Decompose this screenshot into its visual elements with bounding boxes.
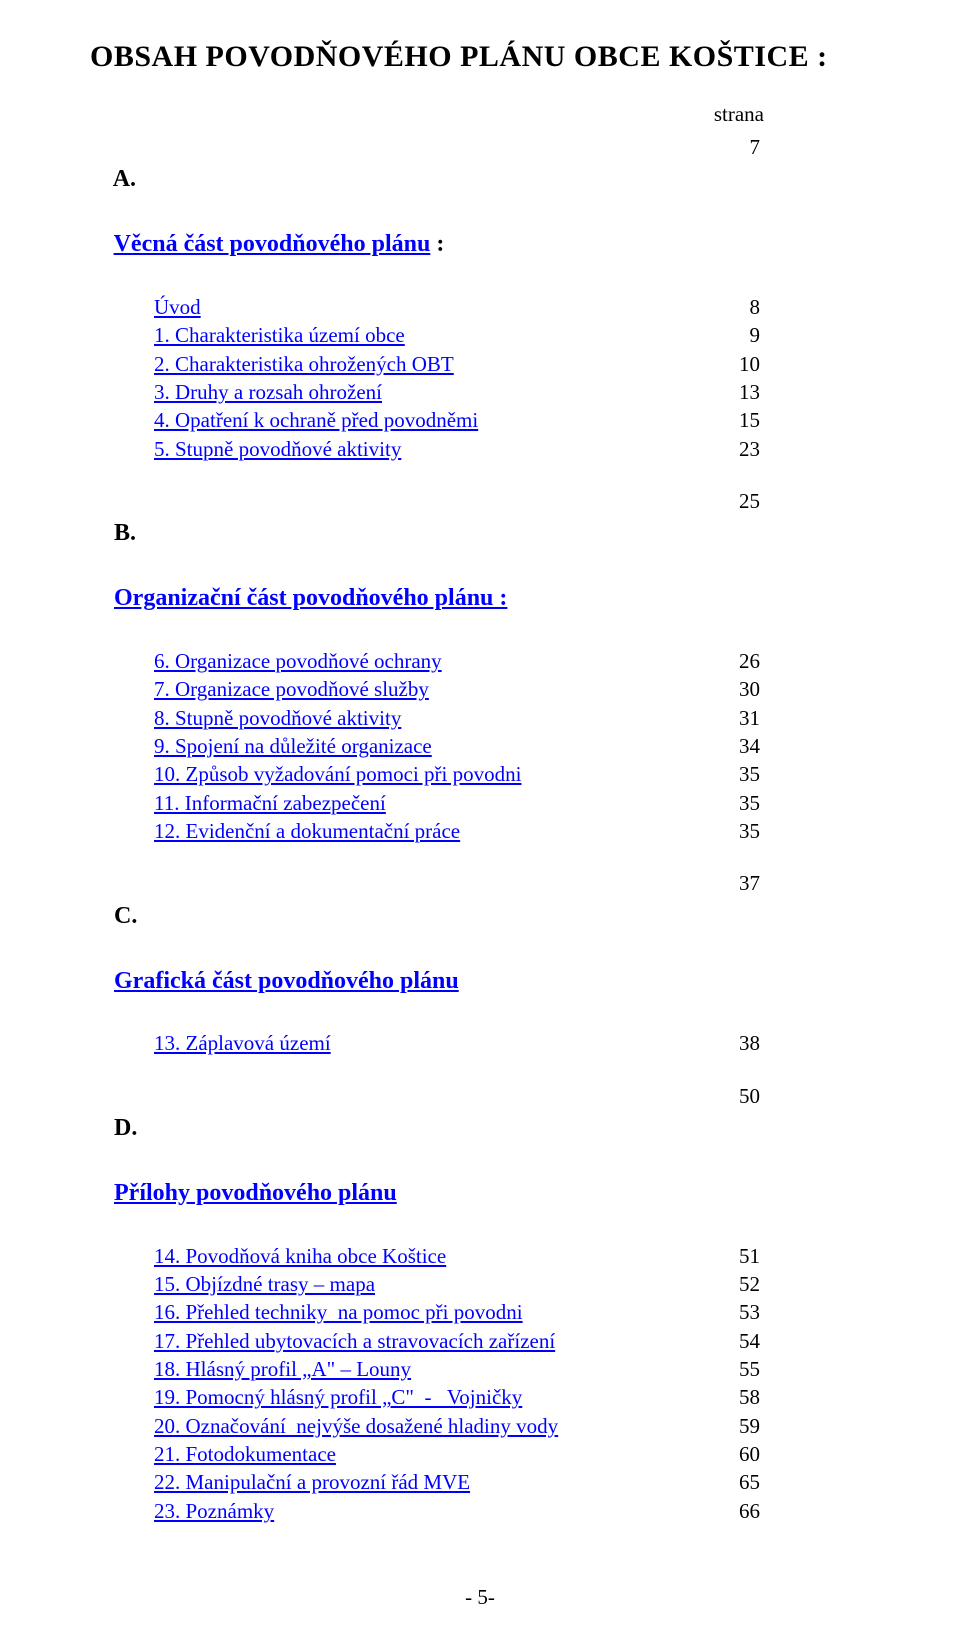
toc-item-page: 52: [720, 1270, 870, 1298]
toc-item-link[interactable]: 10. Způsob vyžadování pomoci při povodni: [154, 762, 521, 786]
section-b-letter: B.: [114, 520, 136, 546]
toc-item-link[interactable]: 13. Záplavová území: [154, 1031, 331, 1055]
toc-item: 16. Přehled techniky na pomoc při povodn…: [90, 1298, 870, 1326]
toc-item: 13. Záplavová území 38: [90, 1029, 870, 1057]
section-d-link[interactable]: Přílohy povodňového plánu: [114, 1180, 397, 1206]
toc-item-page: 26: [720, 647, 870, 675]
toc-item-page: 15: [720, 406, 870, 434]
toc-item-link[interactable]: 20. Označování nejvýše dosažené hladiny …: [154, 1414, 558, 1438]
toc-item-link[interactable]: 22. Manipulační a provozní řád MVE: [154, 1470, 470, 1494]
section-c-letter: C.: [114, 903, 137, 929]
toc-item-page: 54: [720, 1327, 870, 1355]
section-b-link[interactable]: Organizační část povodňového plánu :: [114, 585, 507, 611]
section-d-heading: D. Přílohy povodňového plánu 50: [90, 1080, 870, 1242]
toc-item: 21. Fotodokumentace 60: [90, 1440, 870, 1468]
toc-item-link[interactable]: 11. Informační zabezpečení: [154, 791, 386, 815]
toc-item-link[interactable]: 5. Stupně povodňové aktivity: [154, 437, 401, 461]
toc-item: 19. Pomocný hlásný profil „C" - Vojničky…: [90, 1383, 870, 1411]
toc-item-page: 59: [720, 1412, 870, 1440]
section-a-letter: A.: [113, 166, 136, 192]
section-d-letter: D.: [114, 1115, 137, 1141]
toc-item-page: 34: [720, 732, 870, 760]
toc-item-link[interactable]: 9. Spojení na důležité organizace: [154, 734, 432, 758]
section-c-link[interactable]: Grafická část povodňového plánu: [114, 968, 459, 994]
toc-item-link[interactable]: 12. Evidenční a dokumentační práce: [154, 819, 460, 843]
toc-item: 4. Opatření k ochraně před povodněmi 15: [90, 406, 870, 434]
toc-item: 22. Manipulační a provozní řád MVE 65: [90, 1468, 870, 1496]
toc-item: 7. Organizace povodňové služby 30: [90, 675, 870, 703]
toc-item-link[interactable]: 19. Pomocný hlásný profil „C" - Vojničky: [154, 1385, 522, 1409]
toc-item: 17. Přehled ubytovacích a stravovacích z…: [90, 1327, 870, 1355]
toc-item: 14. Povodňová kniha obce Koštice 51: [90, 1242, 870, 1270]
toc-item: 15. Objízdné trasy – mapa 52: [90, 1270, 870, 1298]
toc-item: Úvod 8: [90, 293, 870, 321]
toc-item-link[interactable]: 6. Organizace povodňové ochrany: [154, 649, 442, 673]
toc-item: 18. Hlásný profil „A" – Louny 55: [90, 1355, 870, 1383]
toc-item-link[interactable]: 8. Stupně povodňové aktivity: [154, 706, 401, 730]
toc-item: 8. Stupně povodňové aktivity 31: [90, 704, 870, 732]
toc-item: 10. Způsob vyžadování pomoci při povodni…: [90, 760, 870, 788]
toc-item-link[interactable]: 14. Povodňová kniha obce Koštice: [154, 1244, 446, 1268]
toc-item-link[interactable]: 18. Hlásný profil „A" – Louny: [154, 1357, 411, 1381]
toc-item-link[interactable]: 21. Fotodokumentace: [154, 1442, 336, 1466]
section-d-page: 50: [720, 1082, 870, 1110]
section-b-heading: B. Organizační část povodňového plánu : …: [90, 485, 870, 647]
toc-item-page: 35: [720, 817, 870, 845]
toc-item: 1. Charakteristika území obce 9: [90, 321, 870, 349]
toc-item-page: 51: [720, 1242, 870, 1270]
toc-item-link[interactable]: 2. Charakteristika ohrožených OBT: [154, 352, 454, 376]
toc-item-page: 58: [720, 1383, 870, 1411]
section-a-colon: :: [430, 231, 444, 257]
section-a-page: 7: [720, 133, 870, 161]
toc-item-page: 66: [720, 1497, 870, 1525]
toc-item-link[interactable]: Úvod: [154, 295, 201, 319]
toc-item-page: 8: [720, 293, 870, 321]
toc-item-page: 55: [720, 1355, 870, 1383]
toc-item-page: 23: [720, 435, 870, 463]
page-footer: - 5-: [90, 1585, 870, 1610]
toc-item-link[interactable]: 15. Objízdné trasy – mapa: [154, 1272, 375, 1296]
toc-item-page: 38: [720, 1029, 870, 1057]
toc-item-page: 13: [720, 378, 870, 406]
section-a-heading: A. Věcná část povodňového plánu : 7: [90, 131, 870, 293]
toc-item-page: 30: [720, 675, 870, 703]
toc-item-page: 53: [720, 1298, 870, 1326]
toc-item-page: 60: [720, 1440, 870, 1468]
toc-item-link[interactable]: 16. Přehled techniky na pomoc při povodn…: [154, 1300, 523, 1324]
toc-item: 23. Poznámky 66: [90, 1497, 870, 1525]
strana-label: strana: [90, 102, 870, 127]
toc-item: 2. Charakteristika ohrožených OBT 10: [90, 350, 870, 378]
toc-item-link[interactable]: 17. Přehled ubytovacích a stravovacích z…: [154, 1329, 555, 1353]
toc-item-page: 10: [720, 350, 870, 378]
toc-item-page: 31: [720, 704, 870, 732]
toc-item: 6. Organizace povodňové ochrany 26: [90, 647, 870, 675]
toc-item: 3. Druhy a rozsah ohrožení 13: [90, 378, 870, 406]
section-c-page: 37: [720, 869, 870, 897]
toc-item: 20. Označování nejvýše dosažené hladiny …: [90, 1412, 870, 1440]
toc-item-page: 9: [720, 321, 870, 349]
toc-item: 12. Evidenční a dokumentační práce 35: [90, 817, 870, 845]
toc-item-link[interactable]: 1. Charakteristika území obce: [154, 323, 405, 347]
toc-item: 11. Informační zabezpečení 35: [90, 789, 870, 817]
toc-item-page: 35: [720, 789, 870, 817]
toc-item-link[interactable]: 4. Opatření k ochraně před povodněmi: [154, 408, 478, 432]
toc-item: 5. Stupně povodňové aktivity 23: [90, 435, 870, 463]
section-a-link[interactable]: Věcná část povodňového plánu: [114, 231, 431, 257]
page-title: OBSAH POVODŇOVÉHO PLÁNU OBCE KOŠTICE :: [90, 40, 870, 74]
toc-item-page: 65: [720, 1468, 870, 1496]
section-c-heading: C. Grafická část povodňového plánu 37: [90, 867, 870, 1029]
toc-item: 9. Spojení na důležité organizace 34: [90, 732, 870, 760]
section-b-page: 25: [720, 487, 870, 515]
toc-item-link[interactable]: 7. Organizace povodňové služby: [154, 677, 429, 701]
toc-item-page: 35: [720, 760, 870, 788]
toc-item-link[interactable]: 3. Druhy a rozsah ohrožení: [154, 380, 382, 404]
toc-item-link[interactable]: 23. Poznámky: [154, 1499, 274, 1523]
